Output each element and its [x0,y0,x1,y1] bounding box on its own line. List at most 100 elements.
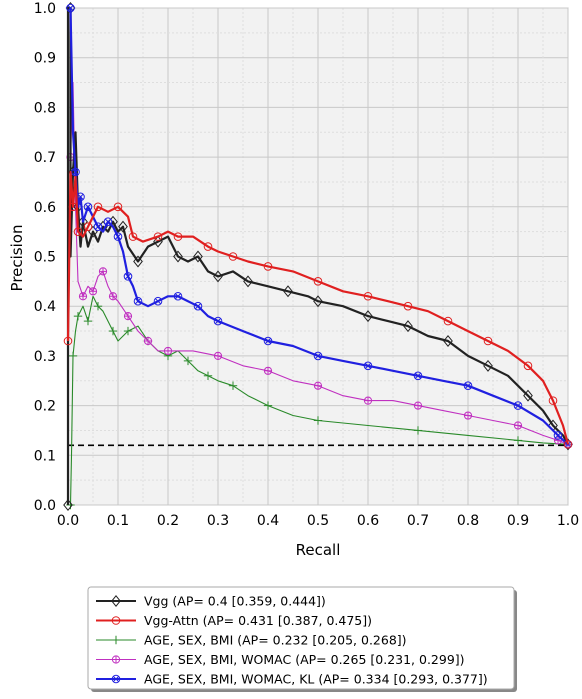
data-point [513,401,523,410]
data-point [68,202,78,212]
data-point [483,336,493,346]
data-point [513,436,523,445]
data-point [243,275,253,288]
data-point [163,346,173,356]
data-point [78,215,88,228]
data-point [128,232,138,241]
data-point [313,277,323,286]
data-point [98,267,108,276]
data-point [313,295,323,308]
data-point [263,401,273,410]
data-point [313,381,323,390]
data-point [118,220,128,233]
y-tick-label: 0.9 [34,51,56,67]
y-tick-label: 0.7 [34,150,56,166]
data-point [193,250,203,263]
data-point [403,301,413,311]
data-point [313,416,323,425]
data-point [111,616,121,625]
data-point [68,351,78,361]
data-point [213,316,223,326]
data-point [153,296,163,306]
legend-entry: AGE, SEX, BMI, WOMAC (AP= 0.265 [0.231, … [96,652,465,667]
y-tick-label: 0.3 [34,349,56,365]
data-point [93,302,103,311]
x-tick-label: 0.9 [507,513,529,529]
y-tick-label: 0.8 [34,100,56,116]
y-tick-label: 1.0 [34,1,56,17]
data-point [173,232,183,241]
y-tick-label: 0.6 [34,200,56,216]
data-point [183,356,193,366]
data-point [111,595,121,607]
legend-entry: AGE, SEX, BMI, WOMAC, KL (AP= 0.334 [0.2… [96,672,488,687]
data-point [363,361,373,371]
data-point [133,296,143,306]
legend: Vgg (AP= 0.4 [0.359, 0.444]) Vgg-Attn (AP… [87,586,517,692]
data-point [111,635,121,645]
series-1 [63,170,573,449]
data-point [93,222,103,231]
legend-label: Vgg (AP= 0.4 [0.359, 0.444]) [144,594,326,609]
data-point [313,351,323,361]
data-point [73,227,83,236]
data-point [173,250,183,263]
data-point [283,285,293,298]
legend-label: Vgg-Attn (AP= 0.431 [0.387, 0.475]) [144,613,372,628]
data-point [83,202,93,212]
data-point [123,326,133,336]
legend-label: AGE, SEX, BMI (AP= 0.232 [0.205, 0.268]) [144,633,407,648]
x-tick-label: 0.0 [57,513,79,529]
legend-entries: Vgg (AP= 0.4 [0.359, 0.444]) Vgg-Attn (AP… [96,594,488,687]
series-4 [66,3,573,449]
data-point [63,499,73,511]
data-point [108,326,118,336]
data-point [443,316,453,326]
data-point [71,167,80,177]
data-point [213,270,223,283]
data-point [73,311,83,321]
x-tick-label: 0.2 [157,513,179,529]
series-line [66,6,569,505]
data-point [78,292,88,301]
data-point [553,436,563,445]
x-tick-label: 0.5 [307,513,329,529]
x-tick-label: 0.7 [407,513,429,529]
data-point [443,334,453,347]
data-point [113,232,123,241]
data-point [548,396,558,405]
data-point [108,292,118,301]
data-point [463,381,473,391]
y-tick-label: 0.2 [34,399,56,415]
data-point [413,426,423,435]
data-point [363,310,373,323]
legend-entry: Vgg-Attn (AP= 0.431 [0.387, 0.475]) [96,613,372,628]
data-point [563,440,573,449]
data-point [263,262,273,271]
y-tick-label: 0.0 [34,498,56,514]
data-point [403,320,413,333]
series-line [69,7,569,446]
data-point [553,431,563,440]
data-point [213,351,223,360]
data-point [66,3,75,13]
data-point [111,674,121,684]
y-tick-labels: 0.0 0.1 0.2 0.3 0.4 0.5 0.6 0.7 0.8 0.9 1.0 [34,1,56,514]
legend-label: AGE, SEX, BMI, WOMAC (AP= 0.265 [0.231, … [144,652,465,667]
x-tick-label: 1.0 [557,513,579,529]
legend-box [87,586,515,690]
data-point [133,255,143,268]
data-point [203,371,213,380]
x-tick-label: 0.4 [257,513,279,529]
data-point [263,366,273,375]
plot-area: 0.0 0.1 0.2 0.3 0.4 0.5 0.6 0.7 0.8 0.9 1.0 0.0 0.1… [34,1,579,529]
legend-label: AGE, SEX, BMI, WOMAC, KL (AP= 0.334 [0.2… [144,672,488,687]
data-point [88,287,98,296]
data-point [263,336,273,346]
x-axis-label: Recall [296,541,341,559]
x-tick-label: 0.3 [207,513,229,529]
data-point [228,381,238,390]
data-point [203,242,213,251]
y-tick-label: 0.5 [34,250,56,266]
